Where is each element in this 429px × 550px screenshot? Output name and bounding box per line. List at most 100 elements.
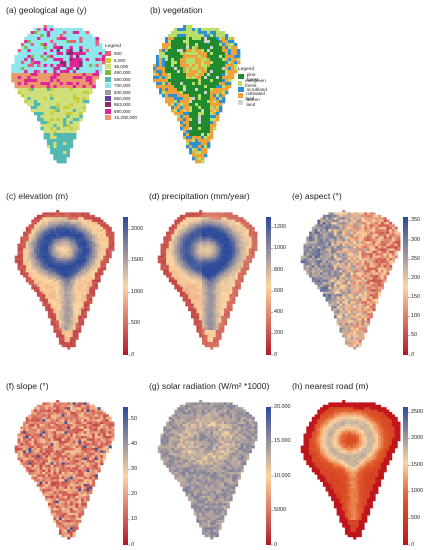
legend-label: 850,000 (114, 95, 131, 101)
geological-age-legend-item: 863,000 (105, 102, 137, 108)
colorbar-tick-label: 1200 (274, 224, 286, 231)
legend-label: evergreen forest (245, 78, 266, 89)
legend-label: scrubland (247, 86, 267, 92)
panel-title: (a) geological age (y) (6, 5, 87, 15)
vegetation-map (153, 25, 241, 164)
colorbar-tick-label: 1000 (274, 245, 286, 252)
legend-swatch (238, 99, 244, 105)
colorbar-tick-label: 1500 (411, 461, 423, 468)
colorbar-tick-label: 100 (411, 313, 420, 320)
legend-swatch (105, 115, 111, 121)
legend-label: barren land (246, 97, 260, 108)
legend-label: 15,200,000 (114, 115, 137, 121)
colorbar (403, 407, 408, 545)
geological-age-map (11, 25, 106, 164)
colorbar-tick-label: 300 (411, 236, 420, 243)
vegetation-raster (153, 25, 241, 164)
legend-label: 8,000 (114, 57, 126, 63)
colorbar-tick-label: 30 (131, 466, 137, 473)
road-raster (300, 400, 401, 540)
geological-age-legend: Legend 500 8,000 36,000 490,000 580,000 730,0… (105, 44, 137, 121)
legend-label: 730,000 (114, 83, 131, 89)
colorbar-tick-label: 10.000 (274, 472, 291, 479)
colorbar-tick-label: 0 (131, 541, 134, 548)
legend-label: 890,000 (114, 108, 131, 114)
geological-age-legend-item: 890,000 (105, 108, 137, 114)
legend-label: 490,000 (114, 70, 131, 76)
geological-age-legend-item: 730,000 (105, 82, 137, 89)
colorbar (266, 217, 271, 355)
colorbar-tick-label: 1000 (411, 488, 423, 495)
colorbar (266, 407, 271, 545)
geological-age-legend-item: 490,000 (105, 70, 137, 76)
legend-swatch (105, 51, 111, 57)
panel-title: (e) aspect (°) (292, 191, 342, 201)
colorbar-tick-label: 50 (411, 332, 417, 339)
colorbar-tick-label: 0 (274, 351, 277, 358)
legend-swatch (105, 57, 111, 63)
panel-title: (d) precipitation (mm/year) (149, 191, 250, 201)
panel-title: (f) slope (°) (6, 381, 49, 391)
colorbar-tick-label: 150 (411, 294, 420, 300)
colorbar (123, 217, 128, 355)
colorbar-tick-label: 800 (274, 266, 283, 273)
colorbar-tick-label: 250 (411, 255, 420, 262)
colorbar-tick-label: 0 (274, 541, 277, 548)
legend-label: 580,000 (114, 76, 131, 82)
colorbar-tick-label: 2000 (131, 226, 143, 233)
legend-swatch (105, 108, 111, 114)
legend-swatch (105, 95, 111, 101)
colorbar-tick-label: 500 (411, 514, 420, 521)
colorbar-tick-label: 2000 (411, 435, 423, 442)
geological-age-raster (11, 25, 106, 164)
solar-raster (157, 400, 258, 540)
geological-age-legend-item: 8,000 (105, 57, 137, 63)
colorbar-tick-label: 200 (411, 274, 420, 281)
colorbar-tick-label: 2500 (411, 408, 423, 415)
colorbar-tick-label: 20 (131, 491, 137, 498)
colorbar-tick-label: 0 (411, 541, 414, 548)
legend-title: Legend (238, 67, 255, 72)
colorbar-tick-label: 200 (274, 330, 283, 337)
geological-age-legend-item: 36,000 (105, 63, 137, 69)
legend-label: 830,000 (114, 89, 131, 95)
vegetation-legend-item: scrubland (238, 86, 268, 92)
colorbar-tick-label: 40 (131, 441, 137, 448)
colorbar-tick-label: 1000 (131, 288, 143, 295)
legend-swatch (105, 63, 111, 69)
colorbar-tick-label: 5000 (274, 507, 286, 513)
legend-swatch (238, 93, 243, 99)
colorbar (403, 217, 408, 355)
vegetation-legend-item: barren land (238, 97, 268, 108)
colorbar-tick-label: 400 (274, 309, 283, 316)
legend-swatch (105, 76, 111, 82)
geological-age-legend-item: 15,200,000 (105, 114, 137, 121)
legend-swatch (238, 80, 243, 86)
legend-label: 500 (114, 51, 122, 57)
legend-swatch (105, 70, 111, 76)
colorbar-tick-label: 50 (131, 416, 137, 423)
legend-swatch (105, 83, 111, 89)
legend-swatch (105, 89, 111, 95)
legend-swatch (238, 74, 244, 80)
vegetation-legend-item: evergreen forest (238, 78, 268, 89)
vegetation-legend: Legend pine forest evergreen forest scrubl… (238, 67, 268, 108)
legend-label: cultivated land (245, 90, 265, 101)
colorbar-tick-label: 10 (131, 516, 137, 523)
colorbar-tick-label: 500 (131, 320, 140, 327)
legend-title: Legend (105, 44, 122, 49)
geological-age-legend-item: 830,000 (105, 89, 137, 95)
legend-swatch (238, 86, 244, 92)
colorbar-tick-label: 1500 (131, 257, 143, 264)
elev-raster (14, 210, 115, 350)
geological-age-legend-item: 580,000 (105, 76, 137, 82)
colorbar-tick-label: 15.000 (274, 438, 291, 444)
colorbar (123, 407, 128, 545)
geological-age-legend-item: 500 (105, 51, 137, 57)
colorbar-tick-label: 0 (411, 351, 414, 358)
vegetation-legend-item: pine forest (238, 72, 268, 82)
panel-title: (g) solar radiation (W/m² *1000) (149, 381, 270, 391)
panel-title: (h) nearest road (m) (292, 381, 369, 391)
aspect-raster (300, 210, 401, 350)
